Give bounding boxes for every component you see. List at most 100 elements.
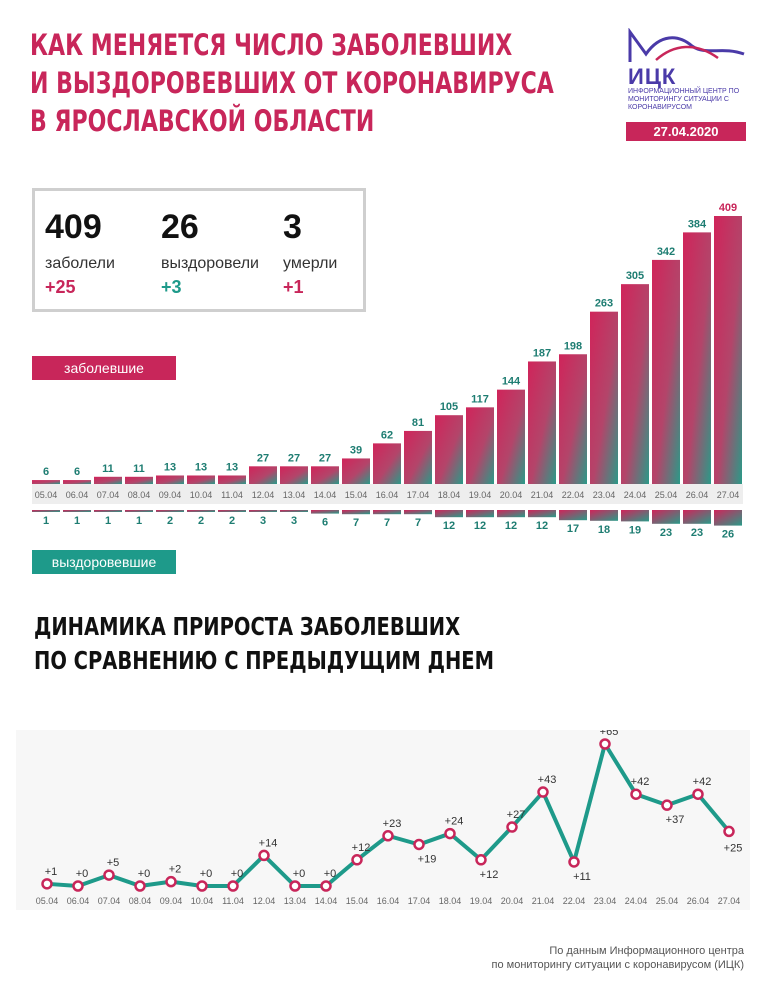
bar-recovered-label: 23 (691, 527, 703, 539)
x-tick-label: 12.04 (253, 896, 276, 906)
bar-chart: 605.041606.0411107.0411108.0411309.04213… (32, 202, 743, 541)
bar-infected (435, 415, 463, 484)
bar-recovered (435, 510, 463, 518)
bar-infected (218, 475, 246, 484)
line-point (723, 825, 735, 838)
title-line: КАК МЕНЯЕТСЯ ЧИСЛО ЗАБОЛЕВШИХ (30, 28, 513, 62)
bar-infected-label: 6 (43, 466, 49, 478)
point-label: +42 (631, 776, 650, 788)
title-line: В ЯРОСЛАВСКОЙ ОБЛАСТИ (30, 104, 375, 138)
stat-infected: 409 заболели +25 (45, 209, 115, 298)
x-tick-label: 15.04 (345, 490, 368, 500)
bar-infected (156, 475, 184, 484)
bar-recovered (218, 510, 246, 512)
bar-infected (32, 480, 60, 484)
stat-recovered-delta: +3 (161, 277, 182, 297)
bar-recovered-label: 7 (384, 517, 390, 529)
x-tick-label: 07.04 (98, 896, 121, 906)
bar-recovered (125, 510, 153, 512)
x-tick-label: 14.04 (314, 490, 337, 500)
bar-infected-label: 409 (719, 202, 737, 214)
bar-recovered-label: 6 (322, 517, 328, 529)
bar-infected (311, 466, 339, 484)
line-point (227, 880, 239, 892)
title-line: И ВЫЗДОРОВЕВШИХ ОТ КОРОНАВИРУСА (30, 66, 554, 100)
point-label: +23 (383, 818, 402, 830)
x-tick-label: 19.04 (470, 896, 493, 906)
x-tick-label: 25.04 (655, 490, 678, 500)
bar-infected-label: 39 (350, 444, 362, 456)
bar-infected (528, 361, 556, 484)
point-label: +2 (169, 864, 182, 876)
source-line: по мониторингу ситуации с коронавирусом … (491, 959, 744, 971)
legend-infected: заболевшие (32, 356, 176, 380)
x-tick-label: 27.04 (717, 490, 740, 500)
point-label: +0 (200, 868, 213, 880)
x-tick-label: 17.04 (408, 896, 431, 906)
bar-infected (497, 389, 525, 484)
stat-recovered-value: 26 (161, 208, 199, 246)
line-point (506, 821, 518, 833)
point-label: +42 (693, 776, 712, 788)
bar-recovered-label: 2 (229, 515, 235, 527)
x-tick-label: 09.04 (160, 896, 183, 906)
stat-deaths: 3 умерли +1 (283, 209, 337, 298)
point-label: +5 (107, 857, 120, 869)
logo-name: ИЦК (628, 64, 677, 89)
bar-recovered (94, 510, 122, 512)
line-series (46, 742, 731, 888)
line-point (351, 854, 363, 866)
bar-recovered (404, 510, 432, 515)
bar-infected (94, 476, 122, 484)
bar-recovered (497, 510, 525, 518)
x-tick-label: 18.04 (438, 490, 461, 500)
source-line: По данным Информационного центра (549, 945, 744, 957)
line-point (134, 880, 146, 892)
line-point (568, 856, 580, 868)
bar-infected-label: 27 (257, 452, 269, 464)
point-label: +27 (507, 809, 526, 821)
x-tick-label: 22.04 (562, 490, 585, 500)
bar-infected (683, 232, 711, 484)
x-tick-label: 08.04 (128, 490, 151, 500)
bar-infected-label: 187 (533, 347, 551, 359)
point-label: +12 (480, 869, 499, 881)
bar-infected (187, 475, 215, 484)
point-label: +0 (76, 868, 89, 880)
bar-recovered (683, 510, 711, 524)
line-point (289, 880, 301, 892)
stats-panel: 409 заболели +25 26 выздоровели +3 3 уме… (32, 188, 366, 312)
bar-recovered-label: 1 (43, 515, 49, 527)
x-tick-label: 19.04 (469, 490, 492, 500)
bar-recovered-label: 3 (291, 515, 297, 527)
bar-infected (404, 430, 432, 484)
line-point (475, 854, 487, 866)
bar-recovered-label: 19 (629, 524, 641, 536)
point-label: +0 (293, 868, 306, 880)
bar-infected (249, 466, 277, 484)
x-tick-label: 13.04 (283, 490, 306, 500)
bar-recovered (590, 510, 618, 521)
bar-infected-label: 263 (595, 298, 613, 310)
x-tick-label: 15.04 (346, 896, 369, 906)
bar-infected (590, 311, 618, 484)
bar-recovered-label: 12 (443, 520, 455, 532)
bar-recovered (63, 510, 91, 512)
bar-infected (466, 407, 494, 484)
point-label: +11 (573, 871, 591, 883)
bar-infected (125, 476, 153, 484)
x-tick-label: 20.04 (500, 490, 523, 500)
bar-recovered-label: 12 (505, 520, 517, 532)
logo: ИЦК ИНФОРМАЦИОННЫЙ ЦЕНТР ПО МОНИТОРИНГУ … (626, 28, 746, 111)
stat-infected-delta: +25 (45, 277, 76, 297)
bar-infected-label: 11 (102, 463, 114, 475)
wave-logo-icon (628, 28, 745, 62)
bar-infected (621, 284, 649, 484)
bar-infected-label: 81 (412, 417, 424, 429)
x-tick-label: 16.04 (377, 896, 400, 906)
line-point (444, 827, 456, 840)
bar-recovered-label: 1 (74, 515, 80, 527)
stat-deaths-label: умерли (283, 255, 338, 272)
x-tick-label: 25.04 (656, 896, 679, 906)
x-tick-label: 24.04 (624, 490, 647, 500)
